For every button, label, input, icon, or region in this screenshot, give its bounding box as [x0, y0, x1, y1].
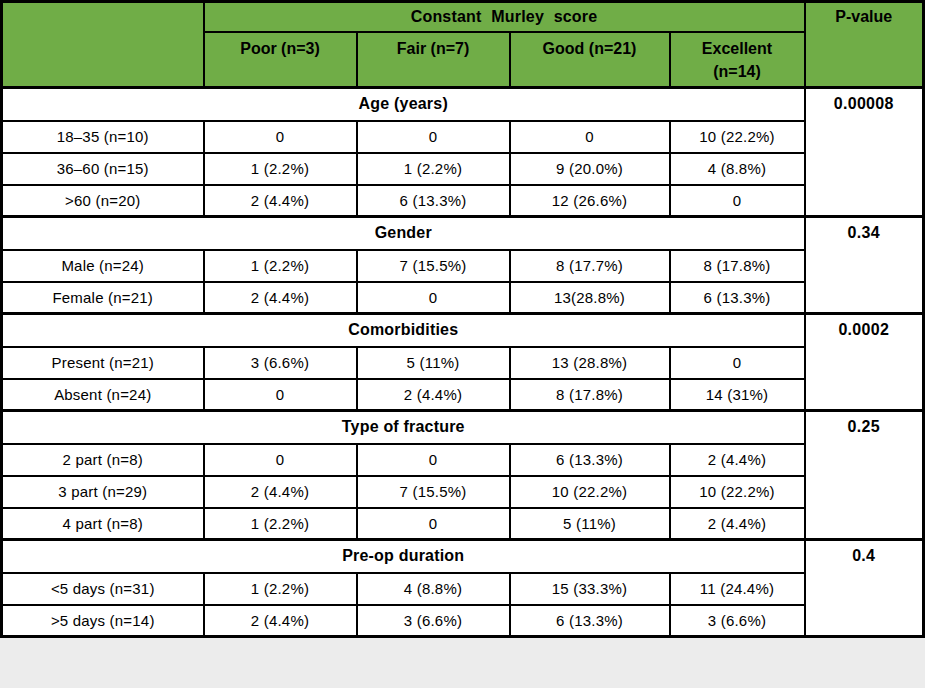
data-cell: 3 (6.6%)	[357, 605, 510, 637]
data-cell: 0	[357, 282, 510, 314]
data-cell: 8 (17.8%)	[510, 379, 670, 411]
table-row: >60 (n=20)2 (4.4%)6 (13.3%)12 (26.6%)0	[2, 185, 924, 217]
data-cell: 0	[204, 379, 357, 411]
data-cell: 0	[510, 121, 670, 153]
table-row: <5 days (n=31)1 (2.2%)4 (8.8%)15 (33.3%)…	[2, 573, 924, 605]
table-row: >5 days (n=14)2 (4.4%)3 (6.6%)6 (13.3%)3…	[2, 605, 924, 637]
data-cell: 10 (22.2%)	[670, 121, 805, 153]
data-cell: 0	[670, 185, 805, 217]
data-cell: 1 (2.2%)	[204, 153, 357, 185]
row-label-cell: 4 part (n=8)	[2, 508, 204, 540]
table-row: 2 part (n=8)006 (13.3%)2 (4.4%)	[2, 444, 924, 476]
column-header-0: Poor (n=3)	[204, 32, 357, 88]
data-cell: 13(28.8%)	[510, 282, 670, 314]
data-cell: 6 (13.3%)	[510, 605, 670, 637]
row-label-cell: <5 days (n=31)	[2, 573, 204, 605]
data-cell: 9 (20.0%)	[510, 153, 670, 185]
table-row: Present (n=21)3 (6.6%)5 (11%)13 (28.8%)0	[2, 347, 924, 379]
data-cell: 3 (6.6%)	[204, 347, 357, 379]
data-cell: 0	[357, 508, 510, 540]
group-header: Constant Murley score	[204, 2, 805, 32]
data-cell: 2 (4.4%)	[357, 379, 510, 411]
section-label: Gender	[2, 217, 805, 250]
table-row: 4 part (n=8)1 (2.2%)05 (11%)2 (4.4%)	[2, 508, 924, 540]
data-cell: 1 (2.2%)	[204, 573, 357, 605]
data-cell: 4 (8.8%)	[357, 573, 510, 605]
data-cell: 12 (26.6%)	[510, 185, 670, 217]
data-cell: 1 (2.2%)	[204, 508, 357, 540]
row-label-cell: 36–60 (n=15)	[2, 153, 204, 185]
pvalue-cell: 0.25	[805, 411, 924, 540]
data-cell: 2 (4.4%)	[204, 605, 357, 637]
data-cell: 0	[357, 444, 510, 476]
pvalue-cell: 0.00008	[805, 88, 924, 217]
data-cell: 1 (2.2%)	[357, 153, 510, 185]
table-row: Absent (n=24)02 (4.4%)8 (17.8%)14 (31%)	[2, 379, 924, 411]
section-label: Comorbidities	[2, 314, 805, 347]
table-row: Female (n=21)2 (4.4%)013(28.8%)6 (13.3%)	[2, 282, 924, 314]
data-cell: 6 (13.3%)	[357, 185, 510, 217]
row-label-cell: 2 part (n=8)	[2, 444, 204, 476]
constant-murley-table: Constant Murley score P-value Poor (n=3)…	[0, 0, 925, 638]
pvalue-cell: 0.34	[805, 217, 924, 314]
data-cell: 8 (17.8%)	[670, 250, 805, 282]
data-cell: 6 (13.3%)	[510, 444, 670, 476]
row-label-cell: >5 days (n=14)	[2, 605, 204, 637]
data-cell: 0	[204, 121, 357, 153]
data-cell: 2 (4.4%)	[204, 476, 357, 508]
table-row: Male (n=24)1 (2.2%)7 (15.5%)8 (17.7%)8 (…	[2, 250, 924, 282]
data-cell: 8 (17.7%)	[510, 250, 670, 282]
row-label-cell: 18–35 (n=10)	[2, 121, 204, 153]
row-label-cell: Present (n=21)	[2, 347, 204, 379]
data-cell: 13 (28.8%)	[510, 347, 670, 379]
data-cell: 15 (33.3%)	[510, 573, 670, 605]
data-cell: 11 (24.4%)	[670, 573, 805, 605]
document-page: Constant Murley score P-value Poor (n=3)…	[0, 0, 925, 638]
table-row: 36–60 (n=15)1 (2.2%)1 (2.2%)9 (20.0%)4 (…	[2, 153, 924, 185]
data-cell: 5 (11%)	[357, 347, 510, 379]
pvalue-cell: 0.4	[805, 540, 924, 637]
table-row: 3 part (n=29)2 (4.4%)7 (15.5%)10 (22.2%)…	[2, 476, 924, 508]
data-cell: 2 (4.4%)	[670, 444, 805, 476]
column-header-1: Fair (n=7)	[357, 32, 510, 88]
data-cell: 3 (6.6%)	[670, 605, 805, 637]
row-label-cell: Male (n=24)	[2, 250, 204, 282]
data-cell: 0	[670, 347, 805, 379]
data-cell: 2 (4.4%)	[204, 185, 357, 217]
column-header-2: Good (n=21)	[510, 32, 670, 88]
section-label: Age (years)	[2, 88, 805, 121]
row-label-cell: Female (n=21)	[2, 282, 204, 314]
data-cell: 7 (15.5%)	[357, 476, 510, 508]
row-label-cell: Absent (n=24)	[2, 379, 204, 411]
corner-cell	[2, 2, 204, 88]
data-cell: 0	[204, 444, 357, 476]
row-label-cell: 3 part (n=29)	[2, 476, 204, 508]
data-cell: 0	[357, 121, 510, 153]
data-cell: 7 (15.5%)	[357, 250, 510, 282]
pvalue-header: P-value	[805, 2, 924, 88]
row-label-cell: >60 (n=20)	[2, 185, 204, 217]
data-cell: 10 (22.2%)	[670, 476, 805, 508]
data-cell: 2 (4.4%)	[670, 508, 805, 540]
data-cell: 4 (8.8%)	[670, 153, 805, 185]
section-label: Pre-op duration	[2, 540, 805, 573]
data-cell: 6 (13.3%)	[670, 282, 805, 314]
data-cell: 14 (31%)	[670, 379, 805, 411]
table-row: 18–35 (n=10)00010 (22.2%)	[2, 121, 924, 153]
data-cell: 1 (2.2%)	[204, 250, 357, 282]
data-cell: 2 (4.4%)	[204, 282, 357, 314]
pvalue-cell: 0.0002	[805, 314, 924, 411]
section-label: Type of fracture	[2, 411, 805, 444]
column-header-3: Excellent (n=14)	[670, 32, 805, 88]
data-cell: 5 (11%)	[510, 508, 670, 540]
data-cell: 10 (22.2%)	[510, 476, 670, 508]
